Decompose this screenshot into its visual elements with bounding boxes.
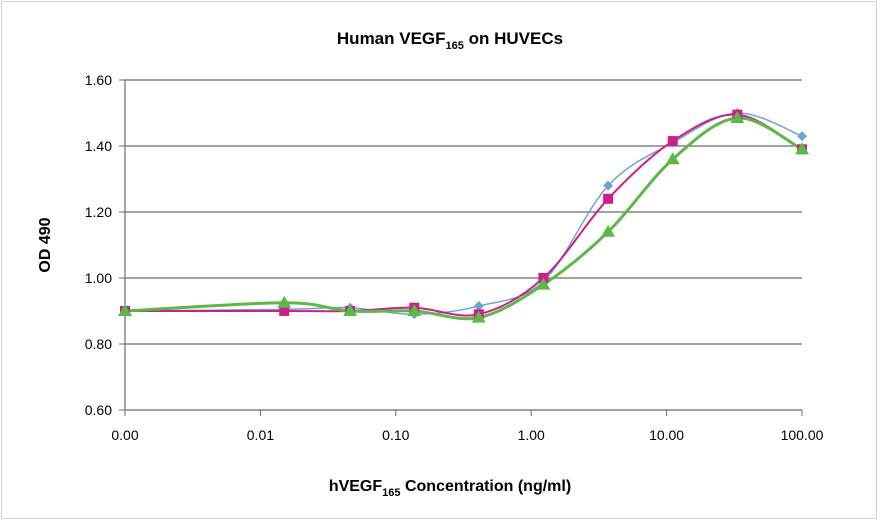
y-tick-label: 1.40 (85, 138, 112, 154)
data-point-triangle (118, 304, 132, 316)
y-tick-label: 1.00 (85, 270, 112, 286)
y-tick-label: 1.60 (85, 72, 112, 88)
y-tick-label: 0.80 (85, 336, 112, 352)
x-tick-label: 10.00 (649, 427, 684, 443)
x-tick-label: 0.01 (247, 427, 274, 443)
data-point-triangle (665, 152, 680, 165)
x-tick-label: 100.00 (781, 427, 824, 443)
series-line-3 (124, 116, 803, 321)
data-point-triangle (601, 224, 616, 237)
x-tick-label: 1.00 (518, 427, 545, 443)
data-point-triangle (407, 304, 422, 316)
x-tick-label: 0.00 (111, 427, 138, 443)
data-point-square (279, 306, 290, 316)
data-point-triangle (343, 304, 358, 316)
data-point-triangle (730, 110, 745, 123)
y-axis-label: OD 490 (37, 217, 54, 272)
data-point-square (603, 193, 614, 204)
data-point-diamond (473, 301, 484, 312)
series-line-2 (125, 113, 803, 317)
data-point-triangle (471, 310, 486, 323)
data-point-diamond (603, 180, 614, 191)
data-point-triangle (277, 295, 292, 308)
x-axis-label: hVEGF165 Concentration (ng/ml) (329, 478, 571, 499)
y-tick-label: 0.60 (85, 402, 112, 418)
chart-title: Human VEGF165 on HUVECs (337, 29, 563, 52)
data-point-diamond (797, 131, 807, 142)
data-point-square (667, 136, 678, 147)
x-tick-label: 0.10 (382, 427, 409, 443)
y-tick-label: 1.20 (85, 204, 112, 220)
data-point-triangle (795, 142, 809, 155)
data-point-triangle (536, 277, 551, 290)
series-line-1 (124, 112, 803, 316)
